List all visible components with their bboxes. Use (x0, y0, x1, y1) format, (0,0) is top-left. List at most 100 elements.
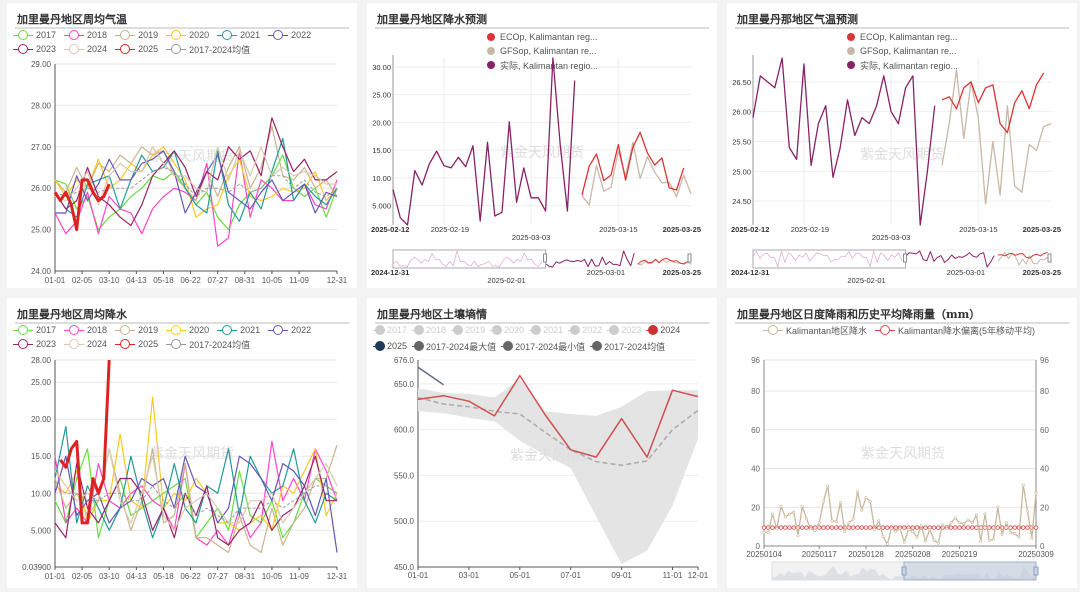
legend-label: 2021 (543, 325, 564, 335)
legend-marker-icon (64, 44, 85, 54)
precip-point (936, 541, 940, 545)
legend-item[interactable]: 2017-2024均值 (166, 338, 250, 350)
deviation-point (948, 525, 954, 530)
precip-point (1034, 491, 1038, 495)
legend-item[interactable]: 2017 (13, 324, 56, 336)
legend-item[interactable]: 2018 (64, 324, 107, 336)
legend-marker-icon (13, 339, 33, 349)
legend-item[interactable]: ECOp, Kalimantan reg... (487, 31, 598, 43)
legend-item[interactable]: 2022 (568, 324, 602, 336)
series-line-precip (764, 484, 1037, 545)
legend-item[interactable]: 2018 (64, 29, 107, 41)
precip-point (919, 524, 923, 528)
legend-item[interactable]: 2024 (64, 338, 107, 350)
y-tick-label: 29.00 (31, 60, 52, 69)
legend-item[interactable]: 2021 (217, 29, 260, 41)
slider-line-actual (545, 250, 635, 268)
legend-label: 2022 (582, 325, 603, 335)
legend-item[interactable]: GFSop, Kalimantan re... (847, 45, 957, 57)
legend-item[interactable]: 2025 (115, 338, 158, 350)
precip-point (839, 500, 843, 504)
legend-item[interactable]: 实际, Kalimantan regio... (487, 59, 598, 71)
legend-item[interactable]: 2019 (115, 324, 158, 336)
legend-label: 2017-2024均值 (604, 341, 666, 352)
x-tick-label: 20250208 (895, 550, 931, 559)
deviation-point (970, 525, 975, 530)
legend-item[interactable]: 2017 (13, 29, 56, 41)
legend-item[interactable]: 2017-2024均值 (166, 43, 250, 55)
precip-point (809, 527, 813, 531)
legend-item[interactable]: 2021 (529, 324, 563, 336)
legend-item[interactable]: 2024 (646, 324, 680, 336)
legend-marker-icon (166, 339, 187, 349)
zoom-handle-right-icon[interactable] (1047, 253, 1052, 263)
zoom-handle-right-icon[interactable] (1033, 566, 1039, 576)
legend-item[interactable]: 2017-2024最小值 (501, 340, 585, 352)
legend-item[interactable]: 2019 (115, 29, 158, 41)
legend-item[interactable]: 2021 (217, 324, 260, 336)
legend-item[interactable]: 2024 (64, 43, 107, 55)
x-tick-label: 09-01 (611, 571, 632, 580)
legend-item[interactable]: 2023 (13, 43, 56, 55)
x-tick-label: 10-05 (262, 572, 283, 581)
legend-item[interactable]: 2023 (13, 338, 56, 350)
legend-marker-icon (217, 325, 238, 335)
precip-point (826, 484, 830, 488)
legend-item[interactable]: 2025 (115, 43, 158, 55)
x-tick-label: 08-31 (235, 276, 256, 285)
deviation-point (821, 525, 826, 530)
legend-marker-icon (487, 32, 497, 42)
legend: Kalimantan地区降水 Kalimantan降水偏离(5年移动平均) (733, 324, 1073, 336)
legend-item[interactable]: 2017 (373, 324, 407, 336)
legend-item[interactable]: 2019 (451, 324, 485, 336)
x-tick-label: 12-31 (327, 276, 348, 285)
precip-point (1000, 532, 1004, 536)
precip-point (996, 505, 1000, 509)
legend-item[interactable]: 2020 (166, 324, 209, 336)
x-tick-label: 2025-03-15 (959, 225, 997, 234)
zoom-handle-left-icon[interactable] (903, 253, 908, 263)
legend-item[interactable]: ECOp, Kalimantan reg... (847, 31, 958, 43)
precip-point (817, 521, 821, 525)
series-line-gfs (941, 69, 1052, 205)
x-tick-label: 07-01 (560, 571, 581, 580)
legend-item[interactable]: Kalimantan地区降水 (762, 324, 867, 336)
legend-item[interactable]: 2018 (412, 324, 446, 336)
deviation-point (902, 525, 907, 530)
legend-item[interactable]: 2020 (490, 324, 524, 336)
series-line-2022 (54, 455, 338, 553)
zoom-handle-left-icon[interactable] (543, 253, 548, 263)
slider-line-eco (637, 257, 688, 265)
x-tick-label: 01-01 (45, 572, 66, 581)
legend-marker-icon (451, 325, 464, 335)
legend-marker-icon (268, 325, 289, 335)
slider-line-actual (905, 250, 995, 268)
zoom-handle-right-icon[interactable] (687, 253, 692, 263)
legend-item[interactable]: 2023 (607, 324, 641, 336)
legend-item[interactable]: 2017-2024均值 (590, 340, 665, 352)
y-tick-label: 26.00 (31, 184, 52, 193)
precip-point (766, 530, 770, 534)
legend-item[interactable]: GFSop, Kalimantan re... (487, 45, 597, 57)
legend-item[interactable]: 2022 (268, 324, 311, 336)
legend-item[interactable]: 2017-2024最大值 (412, 340, 496, 352)
deviation-point (965, 525, 971, 530)
precip-point (873, 528, 877, 532)
zoom-handle-left-icon[interactable] (901, 566, 907, 576)
legend-marker-icon (13, 325, 33, 335)
legend-item[interactable]: 实际, Kalimantan regio... (847, 59, 958, 71)
legend-item[interactable]: 2022 (268, 29, 311, 41)
legend-item[interactable]: 2025 (373, 340, 407, 352)
deviation-point (1025, 525, 1030, 530)
legend-item[interactable]: 2020 (166, 29, 209, 41)
deviation-point (783, 525, 788, 530)
precip-point (843, 529, 847, 533)
legend-item[interactable]: Kalimantan降水偏离(5年移动平均) (875, 324, 1035, 336)
legend: ECOp, Kalimantan reg... GFSop, Kalimantan… (487, 31, 687, 71)
legend-label: 2018 (426, 325, 447, 335)
deviation-point (893, 525, 898, 530)
y-tick-label: 5.000 (31, 526, 52, 535)
x-tick-label: 20250309 (1018, 550, 1054, 559)
legend-label: 2025 (138, 44, 159, 54)
x-tick-label: 02-05 (72, 276, 93, 285)
